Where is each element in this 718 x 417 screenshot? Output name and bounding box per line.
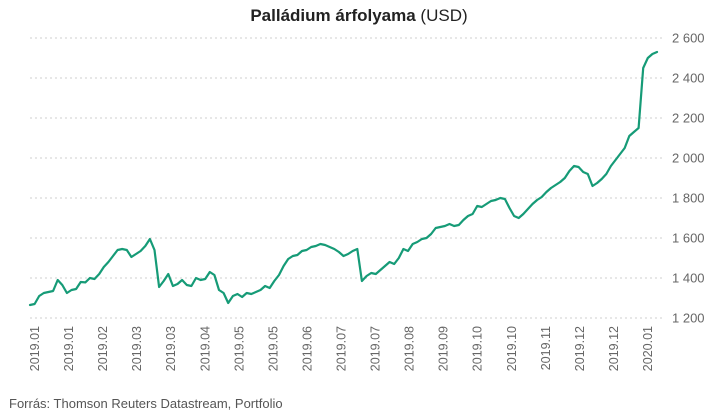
x-tick-label: 2019.07 [369,326,383,371]
y-tick-label: 1 400 [672,271,705,286]
x-tick-label: 2019.12 [607,326,621,371]
x-tick-label: 2019.07 [335,326,349,371]
x-tick-label: 2019.02 [96,326,110,371]
y-tick-label: 2 000 [672,151,705,166]
x-tick-label: 2019.06 [300,326,314,371]
y-tick-label: 2 600 [672,31,705,46]
chart-title-main: Palládium árfolyama [250,6,416,25]
y-tick-label: 1 800 [672,191,705,206]
x-tick-label: 2019.12 [573,326,587,371]
x-tick-label: 2019.11 [539,326,553,370]
y-tick-label: 2 400 [672,71,705,86]
x-tick-label: 2019.09 [437,326,451,371]
x-tick-label: 2019.01 [62,326,76,371]
chart-title-unit: (USD) [415,6,468,25]
y-tick-label: 1 200 [672,311,705,326]
source-note: Forrás: Thomson Reuters Datastream, Port… [9,396,283,411]
x-tick-label: 2019.08 [403,326,417,371]
y-tick-label: 2 200 [672,111,705,126]
x-tick-label: 2019.05 [266,326,280,371]
x-tick-label: 2019.05 [232,326,246,371]
x-tick-label: 2019.03 [164,326,178,371]
x-tick-label: 2019.01 [28,326,42,371]
chart-title: Palládium árfolyama (USD) [0,6,718,26]
x-tick-label: 2019.04 [198,326,212,371]
x-tick-label: 2019.03 [130,326,144,371]
y-tick-label: 1 600 [672,231,705,246]
x-tick-label: 2019.10 [471,326,485,371]
price-line [28,50,659,307]
x-tick-label: 2020.01 [641,326,655,371]
x-tick-label: 2019.10 [505,326,519,371]
